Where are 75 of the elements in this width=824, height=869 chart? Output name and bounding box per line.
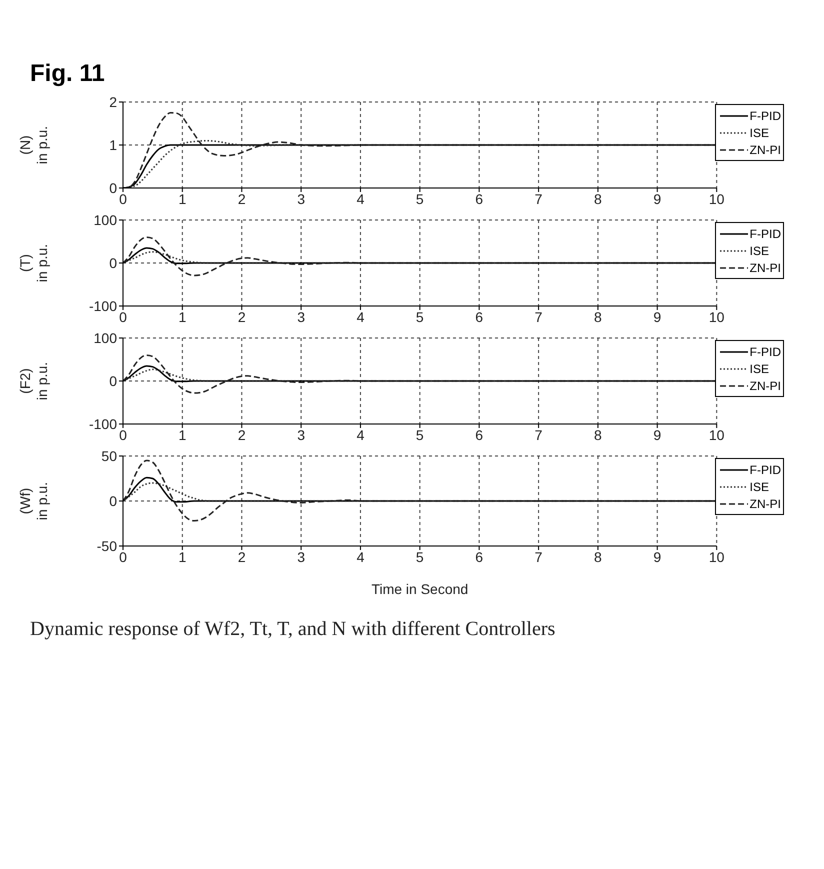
legend-label: ISE [750, 480, 769, 494]
x-tick-label: 5 [416, 190, 424, 207]
x-tick-label: 3 [297, 308, 306, 325]
x-tick-label: 5 [416, 548, 424, 565]
x-tick-label: 7 [534, 548, 543, 565]
x-tick-label: 6 [475, 308, 484, 325]
legend-label: F-PID [750, 462, 781, 476]
x-tick-label: 1 [178, 426, 186, 443]
x-tick-label: 5 [416, 308, 424, 325]
x-tick-label: 8 [594, 190, 602, 207]
chart-title: Fig. 11 [30, 60, 106, 88]
y-tick-label: 0 [109, 372, 118, 389]
y-tick-label: -100 [88, 298, 118, 314]
legend-label: ZN-PI [750, 142, 781, 156]
y-axis-title: (N) in p.u. [17, 126, 50, 164]
x-tick-label: 1 [178, 308, 186, 325]
y-tick-label: -50 [96, 538, 118, 554]
y-tick-label: 0 [109, 180, 118, 196]
y-tick-label: 50 [101, 448, 118, 464]
x-tick-label: 9 [653, 548, 662, 565]
y-tick-label: 0 [109, 254, 118, 271]
legend-label: F-PID [750, 344, 781, 358]
y-axis-title: (T) in p.u. [17, 244, 50, 282]
x-tick-label: 9 [653, 190, 662, 207]
x-tick-label: 3 [297, 426, 306, 443]
x-tick-label: 10 [708, 190, 725, 207]
x-tick-label: 7 [534, 190, 543, 207]
legend-label: ISE [750, 126, 769, 140]
x-tick-label: 0 [119, 190, 128, 207]
x-tick-label: 7 [534, 426, 543, 443]
x-tick-label: 0 [119, 548, 128, 565]
x-tick-label: 4 [356, 548, 365, 565]
y-axis-title: (F2) in p.u. [17, 362, 50, 400]
x-tick-label: 1 [178, 548, 186, 565]
x-tick-label: 7 [534, 308, 543, 325]
y-tick-label: 100 [94, 212, 118, 228]
x-tick-label: 2 [238, 190, 246, 207]
legend-label: ISE [750, 362, 769, 376]
x-tick-label: 1 [178, 190, 186, 207]
text: Dynamic response of Wf2, Tt, T, and N with different Controllers [30, 617, 556, 642]
x-tick-label: 10 [708, 548, 725, 565]
x-tick-label: 4 [356, 426, 365, 443]
x-tick-label: 10 [708, 426, 725, 443]
y-tick-label: 1 [109, 136, 118, 153]
y-tick-label: 2 [109, 94, 118, 110]
legend-label: ZN-PI [750, 378, 781, 392]
legend-label: ZN-PI [750, 496, 781, 510]
x-axis-title: Time in Second [371, 581, 468, 597]
x-tick-label: 2 [238, 308, 246, 325]
x-tick-label: 4 [356, 308, 365, 325]
legend-label: ZN-PI [750, 260, 781, 274]
y-tick-label: -100 [88, 416, 118, 432]
x-tick-label: 9 [653, 308, 662, 325]
x-tick-label: 4 [356, 190, 365, 207]
x-tick-label: 2 [238, 548, 246, 565]
x-tick-label: 3 [297, 190, 306, 207]
x-tick-label: 2 [238, 426, 246, 443]
x-tick-label: 5 [416, 426, 424, 443]
y-axis-title: (Wf) in p.u. [17, 482, 50, 520]
x-tick-label: 0 [119, 308, 128, 325]
x-tick-label: 8 [594, 548, 602, 565]
x-tick-label: 0 [119, 426, 128, 443]
legend-label: F-PID [750, 108, 781, 122]
y-tick-label: 100 [94, 330, 118, 346]
x-tick-label: 6 [475, 548, 484, 565]
x-tick-label: 6 [475, 426, 484, 443]
y-tick-label: 0 [109, 492, 118, 509]
x-tick-label: 3 [297, 548, 306, 565]
x-tick-label: 8 [594, 308, 602, 325]
legend-label: F-PID [750, 226, 781, 240]
x-tick-label: 8 [594, 426, 602, 443]
legend-label: ISE [750, 244, 769, 258]
x-tick-label: 9 [653, 426, 662, 443]
x-tick-label: 10 [708, 308, 725, 325]
x-tick-label: 6 [475, 190, 484, 207]
